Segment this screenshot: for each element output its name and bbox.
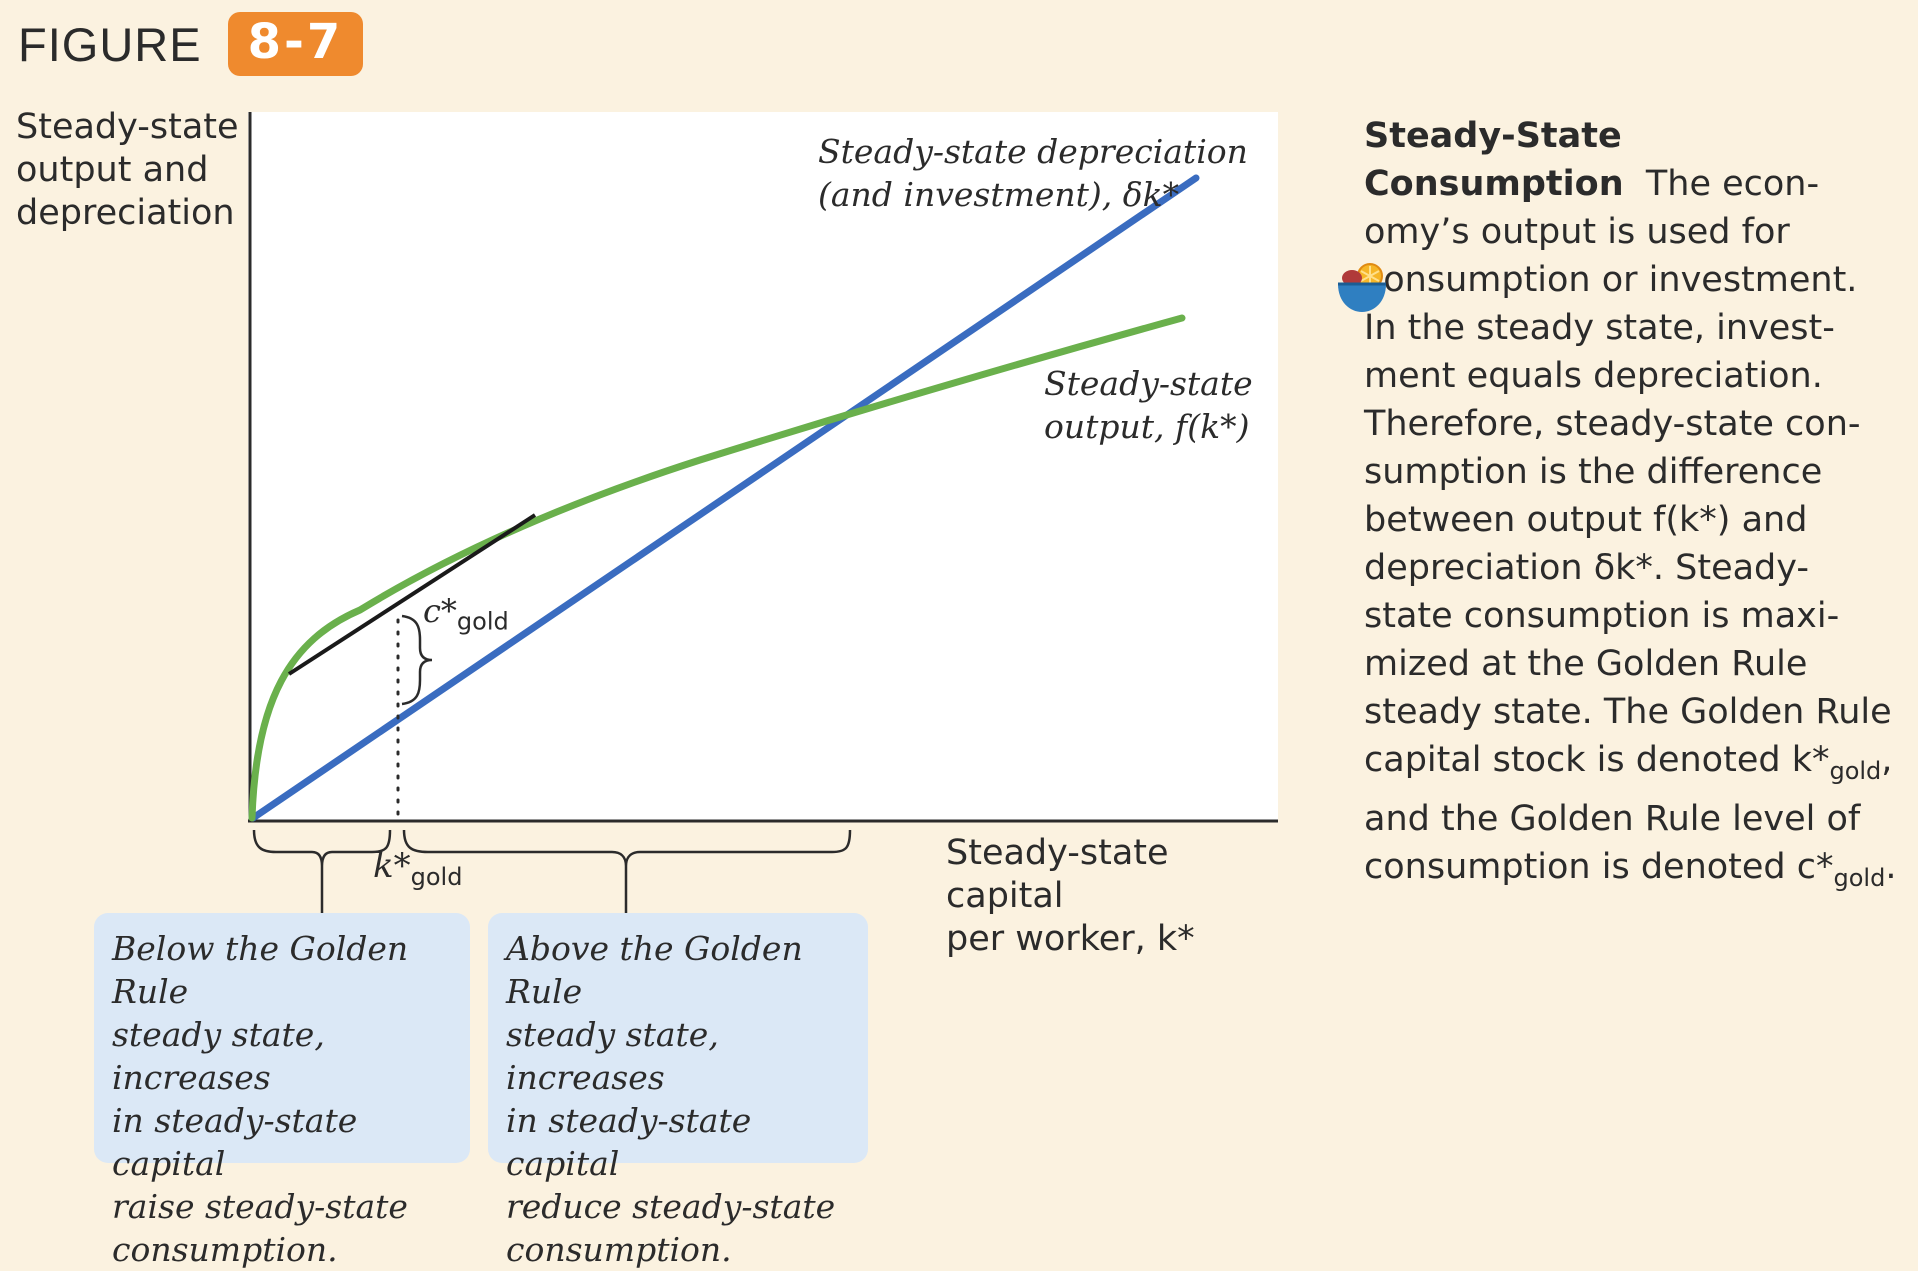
caption-line: In the steady state, invest- [1364,308,1835,348]
caption-title-line: Consumption [1364,164,1624,204]
below-golden-rule-brace [252,829,392,867]
callout-line: reduce steady-state [506,1187,836,1226]
y-axis-label-line: depreciation [16,193,235,233]
above-golden-rule-callout: Above the Golden Rule steady state, incr… [488,913,868,1269]
y-axis-label-line: output and [16,150,209,190]
x-axis-label-line: Steady-state capital [946,833,1169,916]
caption-punct: , [1881,740,1893,780]
caption-line: omy’s output is used for [1364,212,1790,252]
caption-subscript: gold [1829,757,1882,785]
depreciation-line-label: Steady-state depreciation (and investmen… [818,130,1248,216]
figure-caption: Steady-State Consumption The econ- omy’s… [1364,112,1904,902]
caption-line: sumption is the difference [1364,452,1823,492]
caption-line: between output f(k*) and [1364,500,1808,540]
k-gold-marker: k*gold [373,846,462,891]
c-gold-subscript: gold [456,607,509,636]
caption-title-line: Steady-State [1364,116,1622,156]
callout-line: steady state, increases [112,1015,325,1097]
figure-number-badge: 8-7 [227,12,364,76]
caption-line: The econ- [1645,164,1820,204]
callout-line: raise steady-state [112,1187,408,1226]
callout-line: Below the Golden Rule [112,929,409,1011]
k-gold-base: k* [373,846,411,886]
x-axis-label: Steady-state capital per worker, k* [946,832,1286,961]
depreciation-line [249,174,1200,822]
below-golden-rule-callout: Below the Golden Rule steady state, incr… [94,913,470,1269]
callout-line: in steady-state capital [506,1101,752,1183]
caption-line: depreciation δk*. Steady- [1364,548,1810,588]
y-axis-label-line: Steady-state [16,107,239,147]
output-curve-label: Steady-state output, f(k*) [1044,362,1253,448]
callout-line: consumption. [506,1230,732,1269]
caption-line: steady state. The Golden Rule [1364,692,1892,732]
caption-line: mized at the Golden Rule [1364,644,1808,684]
y-axis-label: Steady-state output and depreciation [16,106,246,235]
callout-line: consumption. [112,1230,338,1269]
caption-line: ment equals depreciation. [1364,356,1823,396]
caption-line: state consumption is maxi- [1364,596,1840,636]
caption-punct: . [1885,847,1897,887]
output-curve [248,314,1186,822]
depreciation-label-line: (and investment), δk* [818,175,1180,214]
golden-rule-tangent-line [287,513,537,676]
figure-header: FIGURE 8-7 [18,12,364,76]
c-gold-brace [401,614,433,706]
callout-line: in steady-state capital [112,1101,358,1183]
caption-subscript: gold [1833,864,1886,892]
output-label-line: Steady-state [1044,364,1253,403]
figure-label: FIGURE [18,17,202,71]
caption-line: capital stock is denoted k* [1364,740,1830,780]
callout-line: steady state, increases [506,1015,719,1097]
x-axis-label-line: per worker, k* [946,919,1195,959]
caption-line: Therefore, steady-state con- [1364,404,1861,444]
caption-line: consumption is denoted c* [1364,847,1834,887]
caption-line: and the Golden Rule level of [1364,799,1861,839]
c-gold-marker: c*gold [423,592,509,635]
food-bowl-icon [1338,263,1386,312]
c-gold-base: c* [423,592,457,630]
caption-line: consumption or investment. [1364,260,1858,300]
above-golden-rule-brace [402,829,852,867]
k-gold-subscript: gold [410,862,463,891]
output-label-line: output, f(k*) [1044,407,1250,446]
callout-line: Above the Golden Rule [506,929,803,1011]
diagram-svg [248,112,1278,913]
depreciation-label-line: Steady-state depreciation [818,132,1248,171]
